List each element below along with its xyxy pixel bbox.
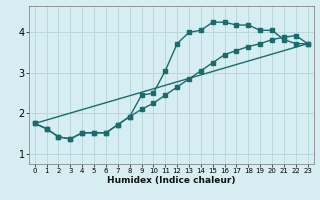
X-axis label: Humidex (Indice chaleur): Humidex (Indice chaleur) <box>107 176 236 185</box>
